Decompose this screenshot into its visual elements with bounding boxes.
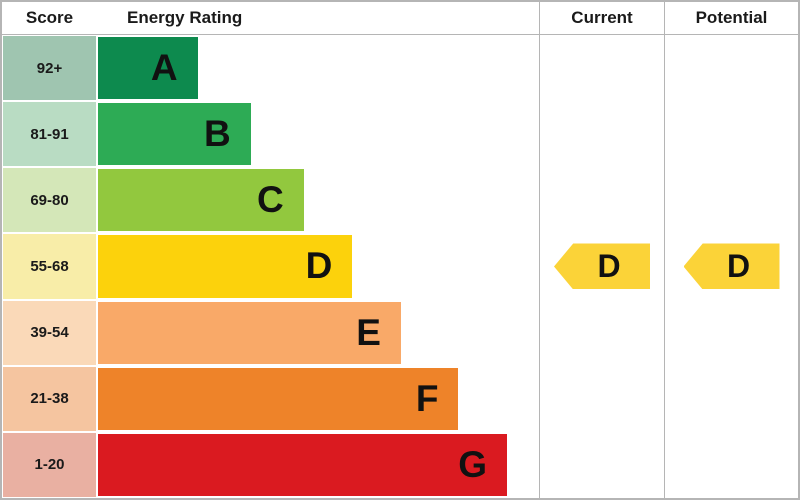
band-row: 55-68 D D D — [2, 233, 798, 300]
score-range-cell: 92+ — [2, 35, 97, 102]
score-range-cell: 1-20 — [2, 431, 97, 498]
potential-cell — [664, 167, 798, 234]
score-range-cell: 69-80 — [2, 167, 97, 234]
band-row: 39-54 E — [2, 299, 798, 366]
current-cell — [539, 35, 664, 102]
potential-cell — [664, 101, 798, 168]
current-cell — [539, 365, 664, 432]
rating-cell: B — [97, 101, 539, 167]
score-range-cell: 55-68 — [2, 233, 97, 300]
potential-cell: D — [664, 233, 798, 300]
header-current: Current — [539, 2, 664, 34]
current-cell — [539, 299, 664, 366]
band-row: 21-38 F — [2, 365, 798, 432]
header-energy-rating: Energy Rating — [127, 8, 243, 27]
header-row: Score Energy Rating Current Potential — [2, 2, 798, 35]
rating-cell: G — [97, 432, 539, 498]
rating-cell: A — [97, 35, 539, 101]
rating-bar: A — [97, 36, 199, 101]
bands-body: 92+ A 81-91 B 69-80 — [2, 35, 798, 498]
potential-cell — [664, 35, 798, 102]
rating-bar: F — [97, 366, 460, 431]
rating-bar: B — [97, 102, 252, 167]
potential-cell — [664, 299, 798, 366]
current-cell — [539, 101, 664, 168]
potential-rating-arrow: D — [683, 243, 780, 290]
score-range-cell: 39-54 — [2, 299, 97, 366]
current-cell — [539, 167, 664, 234]
rating-cell: D — [97, 233, 539, 299]
current-rating-arrow: D — [554, 243, 650, 290]
band-row: 81-91 B — [2, 101, 798, 168]
score-range-cell: 21-38 — [2, 365, 97, 432]
band-row: 1-20 G — [2, 431, 798, 498]
band-row: 92+ A — [2, 35, 798, 102]
current-cell: D — [539, 233, 664, 300]
band-row: 69-80 C — [2, 167, 798, 234]
rating-cell: C — [97, 167, 539, 233]
rating-bar: D — [97, 234, 354, 299]
rating-cell: F — [97, 366, 539, 432]
potential-cell — [664, 365, 798, 432]
score-range-cell: 81-91 — [2, 101, 97, 168]
rating-bar: G — [97, 432, 509, 497]
rating-bar: C — [97, 168, 305, 233]
header-score: Score — [25, 8, 74, 27]
rating-bar: E — [97, 300, 402, 365]
potential-cell — [664, 431, 798, 498]
rating-cell: E — [97, 300, 539, 366]
header-potential: Potential — [664, 2, 798, 34]
current-cell — [539, 431, 664, 498]
